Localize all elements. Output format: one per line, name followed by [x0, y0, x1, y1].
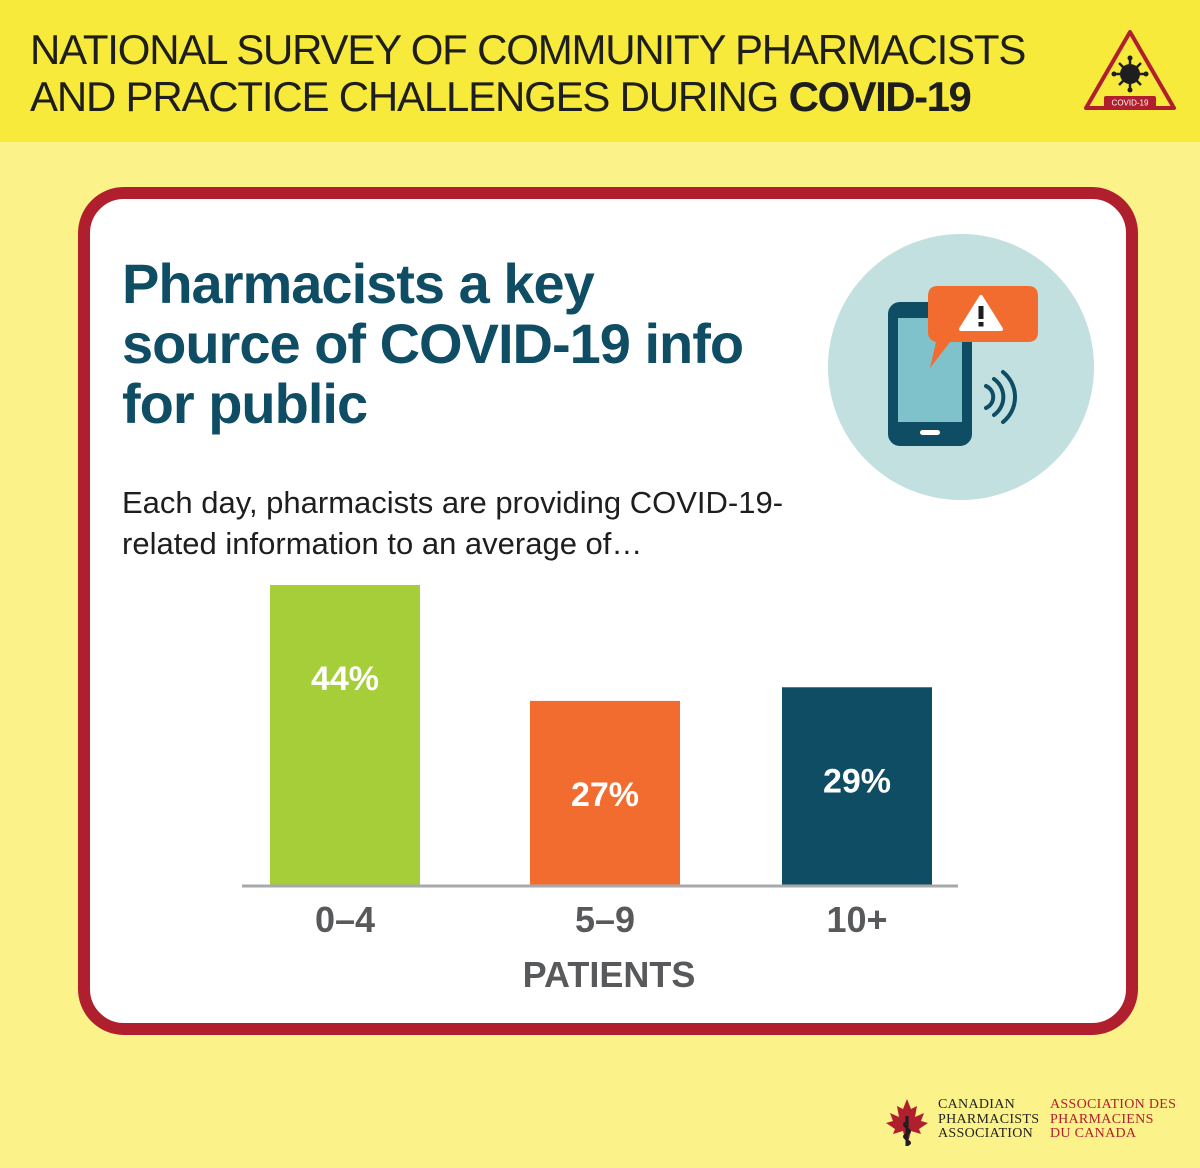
header-title-covid: COVID-19 — [788, 73, 972, 120]
card-subtitle: Each day, pharmacists are providing COVI… — [122, 485, 784, 561]
maple-leaf-caduceus-icon — [886, 1099, 928, 1147]
cpha-logo: Canadian Pharmacists Association Associa… — [882, 1096, 1182, 1148]
category-label: 5–9 — [575, 899, 635, 940]
header-title-line2: and Practice Challenges During — [30, 73, 789, 120]
bar-value-label: 44% — [311, 660, 379, 698]
org-name-english: Canadian Pharmacists Association — [938, 1097, 1040, 1141]
virus-warning-icon: COVID-19 — [1084, 30, 1176, 110]
org-name-french: Association des Pharmaciens du Canada — [1050, 1097, 1177, 1141]
bar-value-label: 29% — [823, 762, 891, 800]
card-title: Pharmacists a key source of COVID-19 inf… — [122, 252, 744, 435]
bar-1 — [270, 585, 420, 885]
bar-3 — [782, 687, 932, 885]
category-label: 0–4 — [315, 899, 375, 940]
header-title-line1: National Survey of Community Pharmacists — [30, 26, 1026, 73]
header-banner — [0, 0, 1200, 142]
header-title: National Survey of Community Pharmacists… — [30, 26, 1026, 120]
badge-label: COVID-19 — [1112, 99, 1149, 108]
x-axis-title: PATIENTS — [523, 954, 696, 995]
phone-alert-icon — [828, 234, 1094, 500]
category-label: 10+ — [826, 899, 887, 940]
bar-2 — [530, 700, 680, 885]
bar-value-label: 27% — [571, 776, 639, 814]
